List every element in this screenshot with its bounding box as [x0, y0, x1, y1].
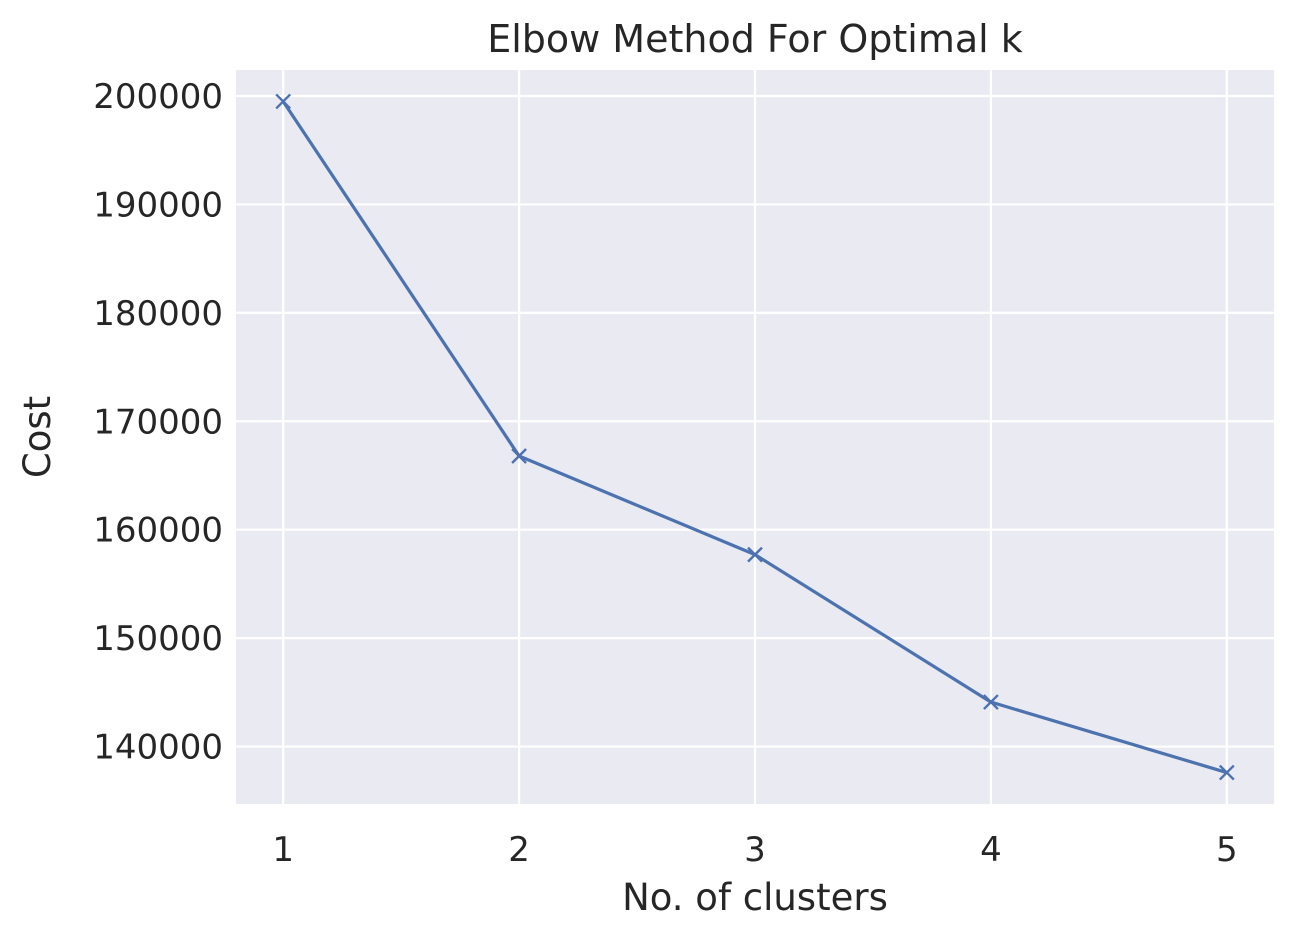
chart-title: Elbow Method For Optimal k — [487, 17, 1023, 61]
y-tick-label: 190000 — [93, 185, 223, 225]
grid-lines — [236, 70, 1274, 804]
x-tick-label: 5 — [1216, 830, 1238, 870]
x-tick-label: 2 — [508, 830, 530, 870]
series-markers — [275, 93, 1235, 781]
x-tick-labels: 1 2 3 4 5 — [272, 830, 1237, 870]
data-point-k5 — [1218, 764, 1235, 781]
x-tick-label: 3 — [744, 830, 766, 870]
y-tick-label: 140000 — [93, 728, 223, 768]
y-tick-label: 160000 — [93, 511, 223, 551]
y-tick-label: 180000 — [93, 294, 223, 334]
data-point-k1 — [275, 93, 292, 110]
y-tick-label: 150000 — [93, 619, 223, 659]
data-point-k3 — [747, 546, 763, 563]
x-tick-label: 4 — [980, 830, 1002, 870]
data-point-k4 — [983, 694, 999, 710]
x-tick-label: 1 — [272, 830, 294, 870]
data-point-k2 — [511, 448, 527, 464]
y-axis-label: Cost — [16, 396, 59, 478]
y-tick-label: 200000 — [93, 77, 223, 117]
y-tick-labels: 140000 150000 160000 170000 180000 190000 2000… — [93, 77, 223, 768]
y-tick-label: 170000 — [93, 402, 223, 442]
x-axis-label: No. of clusters — [622, 876, 888, 919]
